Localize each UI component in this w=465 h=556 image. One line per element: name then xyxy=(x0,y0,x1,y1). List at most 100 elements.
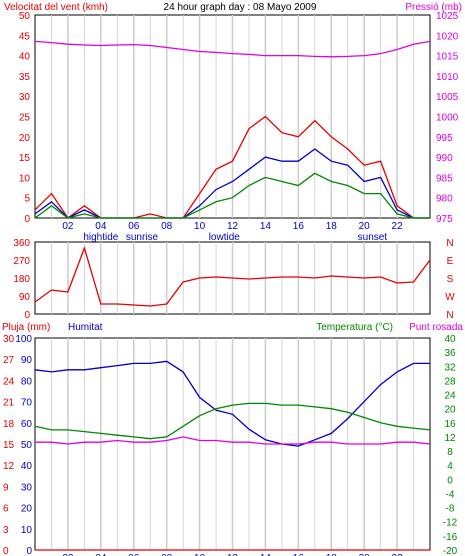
x-tick-label: 18 xyxy=(326,221,338,232)
pressure-tick-label: 980 xyxy=(436,194,453,205)
temperature-tick-label: 16 xyxy=(444,419,456,430)
wind-speed-tick-label: 45 xyxy=(19,31,31,42)
temperature-series-line xyxy=(34,402,431,440)
x-tick-label: 08 xyxy=(161,553,173,556)
x-tick-label: 06 xyxy=(128,221,140,232)
humidity-tick-label: 90 xyxy=(21,355,33,366)
pressure-tick-label: 985 xyxy=(436,173,453,184)
wind-speed-tick-label: 50 xyxy=(19,11,31,22)
temperature-tick-label: 8 xyxy=(447,447,453,458)
wind-speed-tick-label: 30 xyxy=(19,92,31,103)
dewpoint-axis-label: Punt rosada xyxy=(409,322,463,333)
x-tick-label: 20 xyxy=(359,553,371,556)
pressure-tick-label: 975 xyxy=(436,214,453,225)
humidity-tick-label: 10 xyxy=(21,525,33,536)
temperature-tick-label: 36 xyxy=(444,348,456,359)
chart-title: 24 hour graph day : 08 Mayo 2009 xyxy=(164,2,317,13)
temperature-tick-label: 40 xyxy=(444,334,456,345)
sunrise-marker: sunrise xyxy=(126,232,159,243)
x-tick-label: 02 xyxy=(62,553,74,556)
pressure-axis-label: Pressió (mb) xyxy=(405,2,462,13)
temperature-tick-label: 24 xyxy=(444,391,456,402)
wind-direction-tick-label: 180 xyxy=(13,274,30,285)
temperature-tick-label: -12 xyxy=(443,518,458,529)
pressure-tick-label: 990 xyxy=(436,153,453,164)
temperature-axis-label: Temperatura (°C) xyxy=(316,322,393,333)
compass-tick-label: S xyxy=(447,274,454,285)
humidity-tick-label: 100 xyxy=(15,334,32,345)
chart-text-layer: 24 hour graph day : 08 Mayo 2009 Velocit… xyxy=(2,2,463,333)
wind-speed-tick-label: 0 xyxy=(24,214,30,225)
temperature-tick-label: 20 xyxy=(444,405,456,416)
wind-speed-tick-label: 15 xyxy=(19,153,31,164)
humidity-tick-label: 70 xyxy=(21,398,33,409)
sunset-marker: sunset xyxy=(358,232,388,243)
temperature-tick-label: -20 xyxy=(443,546,458,556)
x-tick-label: 18 xyxy=(326,553,338,556)
x-tick-label: 06 xyxy=(128,553,140,556)
wind-direction-tick-label: 0 xyxy=(24,310,30,321)
rain-tick-label: 6 xyxy=(3,504,9,515)
x-tick-label: 14 xyxy=(260,221,272,232)
humidity-tick-label: 40 xyxy=(21,461,33,472)
humidity-tick-label: 80 xyxy=(21,376,33,387)
humidity-axis-label: Humitat xyxy=(68,322,103,333)
compass-tick-label: E xyxy=(447,256,454,267)
temperature-tick-label: -16 xyxy=(443,532,458,543)
wind-direction-tick-label: 90 xyxy=(19,292,31,303)
rain-tick-label: 0 xyxy=(3,546,9,556)
rain-tick-label: 21 xyxy=(3,398,15,409)
humidity-tick-label: 20 xyxy=(21,504,33,515)
temperature-tick-label: 0 xyxy=(447,475,453,486)
wind-direction-tick-label: 360 xyxy=(13,238,30,249)
rain-tick-label: 15 xyxy=(3,440,15,451)
x-tick-label: 22 xyxy=(392,221,404,232)
x-tick-label: 04 xyxy=(95,221,107,232)
pressure-tick-label: 1015 xyxy=(436,52,459,63)
compass-tick-label: N xyxy=(446,238,453,249)
wind-speed-tick-label: 40 xyxy=(19,52,31,63)
lowtide-marker: lowtide xyxy=(209,232,241,243)
pressure-tick-label: 995 xyxy=(436,133,453,144)
dewpoint-series-line xyxy=(35,436,431,445)
x-tick-label: 22 xyxy=(392,553,404,556)
rain-tick-label: 27 xyxy=(3,355,15,366)
wind-speed-tick-label: 20 xyxy=(19,133,31,144)
rain-tick-label: 18 xyxy=(3,419,15,430)
pressure-tick-label: 1005 xyxy=(436,92,459,103)
wind-speed-tick-label: 10 xyxy=(19,173,31,184)
pressure-tick-label: 1000 xyxy=(436,113,459,124)
humidity-tick-label: 0 xyxy=(26,546,32,556)
wind-speed-axis-label: Velocitat del vent (kmh) xyxy=(4,2,108,13)
wind-speed-tick-label: 25 xyxy=(19,113,31,124)
wind-direction-series-line xyxy=(34,245,431,307)
x-tick-label: 16 xyxy=(293,553,305,556)
temperature-tick-label: -8 xyxy=(446,504,455,515)
rain-tick-label: 12 xyxy=(3,461,15,472)
humidity-tick-label: 30 xyxy=(21,482,33,493)
temperature-tick-label: 4 xyxy=(447,461,453,472)
pressure-tick-label: 1010 xyxy=(436,72,459,83)
x-tick-label: 10 xyxy=(194,221,206,232)
pressure-series-line xyxy=(34,40,431,58)
x-tick-label: 08 xyxy=(161,221,173,232)
x-tick-label: 12 xyxy=(227,221,239,232)
rain-tick-label: 3 xyxy=(3,525,9,536)
rain-tick-label: 24 xyxy=(3,376,15,387)
x-tick-label: 02 xyxy=(62,221,74,232)
temperature-tick-label: 12 xyxy=(444,433,456,444)
humidity-tick-label: 50 xyxy=(21,440,33,451)
wind-direction-tick-label: 270 xyxy=(13,256,30,267)
rain-axis-label: Pluja (mm) xyxy=(2,322,50,333)
x-tick-label: 10 xyxy=(194,553,206,556)
compass-tick-label: N xyxy=(446,310,453,321)
compass-tick-label: W xyxy=(445,292,455,303)
wind-speed-tick-label: 35 xyxy=(19,72,31,83)
temperature-tick-label: 32 xyxy=(444,362,456,373)
temperature-tick-label: -4 xyxy=(446,489,455,500)
x-tick-label: 04 xyxy=(95,553,107,556)
speed-series-line xyxy=(34,172,430,219)
rain-tick-label: 30 xyxy=(3,334,15,345)
temperature-tick-label: 28 xyxy=(444,376,456,387)
